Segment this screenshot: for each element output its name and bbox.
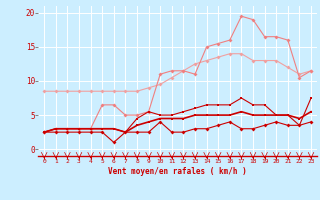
X-axis label: Vent moyen/en rafales ( km/h ): Vent moyen/en rafales ( km/h ) <box>108 167 247 176</box>
